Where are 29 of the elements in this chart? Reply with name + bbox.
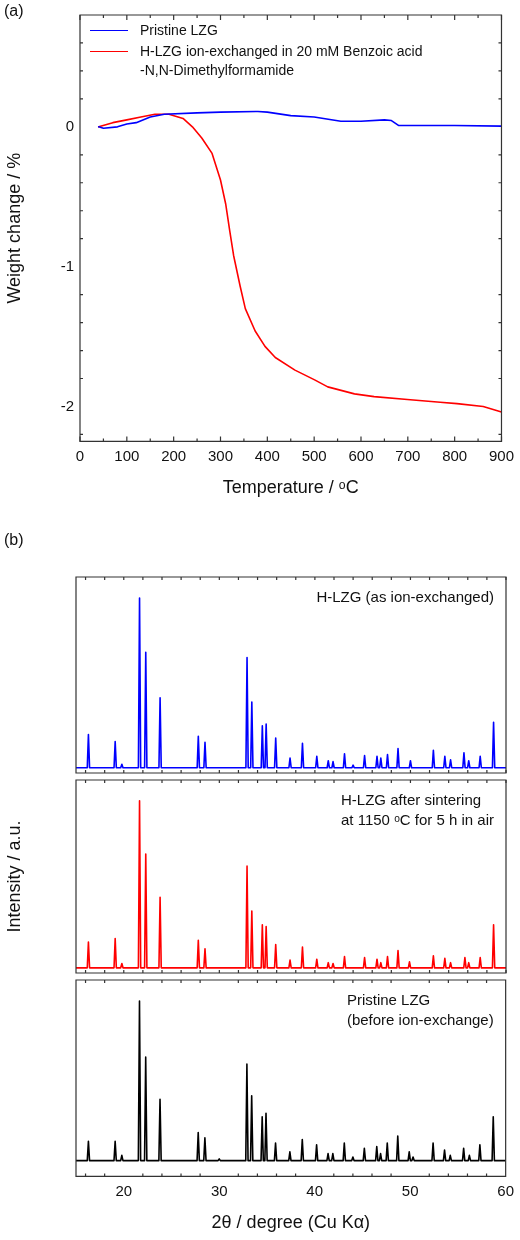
legend-label: Pristine LZG <box>140 21 218 40</box>
x-tick-label: 40 <box>306 1181 324 1199</box>
x-tick-label: 100 <box>114 446 140 464</box>
x-axis-title: 2θ / degree (Cu Kα) <box>211 1212 371 1233</box>
x-axis-title: Temperature / ᵒC <box>222 477 359 498</box>
legend-label: H-LZG ion-exchanged in 20 mM Benzoic acid -N,N-Dimethylformamide <box>140 41 423 80</box>
chart-title: (a) <box>4 2 24 20</box>
x-tick-label: 50 <box>401 1181 419 1199</box>
x-tick-label: 600 <box>348 446 374 464</box>
x-tick-label: 500 <box>301 446 327 464</box>
x-tick-label: 700 <box>395 446 421 464</box>
x-tick-label: 20 <box>115 1181 133 1199</box>
chart-title: (b) <box>4 531 24 549</box>
annotation: H-LZG after sintering at 1150 ᵒC for 5 h in air <box>341 790 494 831</box>
x-tick-label: 800 <box>442 446 468 464</box>
y-tick-label: 0 <box>65 116 74 134</box>
x-tick-label: 900 <box>488 446 514 464</box>
y-axis-title: Intensity / a.u. <box>3 820 24 933</box>
x-tick-label: 0 <box>75 446 85 464</box>
x-tick-label: 30 <box>210 1181 228 1199</box>
y-tick-label: -1 <box>60 256 74 274</box>
x-tick-label: 400 <box>254 446 280 464</box>
annotation: H-LZG (as ion-exchanged) <box>316 587 494 607</box>
x-tick-label: 300 <box>207 446 234 464</box>
y-tick-label: -2 <box>60 396 74 414</box>
annotation: Pristine LZG (before ion-exchange) <box>346 990 494 1031</box>
x-tick-label: 60 <box>497 1181 514 1199</box>
y-axis-title: Weight change / % <box>3 152 24 304</box>
x-tick-label: 200 <box>161 446 187 464</box>
